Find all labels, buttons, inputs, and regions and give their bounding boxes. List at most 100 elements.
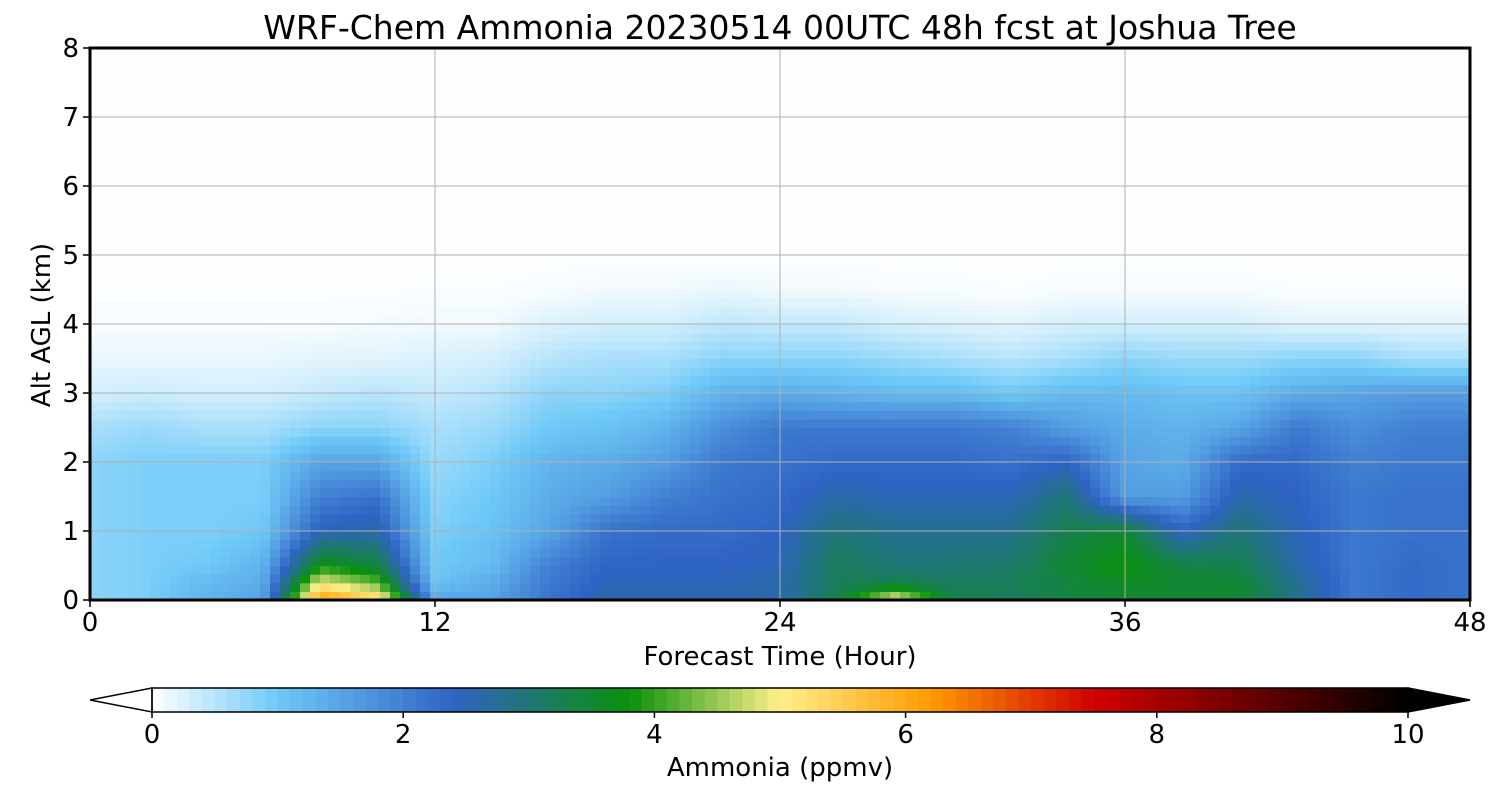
- heat-cell: [390, 401, 401, 411]
- heat-cell: [830, 470, 841, 480]
- heat-cell: [200, 237, 211, 247]
- heat-cell: [360, 280, 371, 291]
- heat-cell: [320, 246, 331, 256]
- heat-cell: [860, 315, 871, 325]
- heat-cell: [750, 341, 761, 351]
- heat-cell: [850, 315, 861, 325]
- heat-cell: [310, 65, 321, 75]
- heat-cell: [200, 203, 211, 213]
- heat-cell: [260, 418, 271, 429]
- heat-cell: [310, 99, 321, 109]
- heat-cell: [460, 82, 471, 92]
- heat-cell: [860, 168, 871, 178]
- heat-cell: [350, 324, 361, 334]
- heat-cell: [800, 220, 811, 230]
- heat-cell: [500, 487, 511, 498]
- heat-cell: [700, 531, 711, 541]
- heat-cell: [270, 82, 281, 92]
- heat-cell: [520, 194, 531, 204]
- heat-cell: [410, 470, 421, 480]
- heat-cell: [120, 401, 131, 411]
- heat-cell: [290, 306, 301, 316]
- heat-cell: [160, 177, 171, 187]
- heat-cell: [460, 479, 471, 489]
- heat-cell: [140, 496, 151, 506]
- heat-cell: [340, 203, 351, 213]
- heat-cell: [200, 177, 211, 187]
- heat-cell: [790, 522, 801, 532]
- heat-cell: [690, 82, 701, 92]
- heat-cell: [830, 289, 841, 299]
- heat-cell: [200, 306, 211, 316]
- heat-cell: [760, 436, 771, 446]
- heat-cell: [350, 289, 361, 299]
- heat-cell: [420, 272, 431, 282]
- heat-cell: [590, 194, 601, 204]
- heat-cell: [620, 298, 631, 308]
- heat-cell: [820, 531, 831, 541]
- heat-cell: [420, 263, 431, 273]
- heat-cell: [550, 177, 561, 187]
- heat-cell: [760, 306, 771, 316]
- heat-cell: [740, 280, 751, 291]
- heat-cell: [300, 177, 311, 187]
- heat-cell: [750, 117, 761, 127]
- heat-cell: [550, 470, 561, 480]
- heat-cell: [480, 332, 491, 342]
- heat-cell: [420, 418, 431, 429]
- heat-cell: [700, 582, 711, 592]
- heat-cell: [240, 393, 251, 403]
- heat-cell: [590, 289, 601, 299]
- heat-cell: [300, 453, 311, 463]
- heat-cell: [210, 522, 221, 532]
- heat-cell: [710, 117, 721, 127]
- heat-cell: [710, 375, 721, 385]
- heat-cell: [340, 151, 351, 161]
- heat-cell: [790, 151, 801, 161]
- heat-cell: [330, 99, 341, 109]
- heat-cell: [120, 237, 131, 247]
- heat-cell: [830, 513, 841, 523]
- heat-cell: [540, 505, 551, 515]
- heat-cell: [470, 82, 481, 92]
- heat-cell: [650, 548, 661, 558]
- heat-cell: [180, 160, 191, 170]
- heat-cell: [90, 470, 101, 480]
- heat-cell: [810, 186, 821, 196]
- heat-cell: [550, 65, 561, 75]
- heat-cell: [520, 513, 531, 523]
- heat-cell: [420, 160, 431, 170]
- heat-cell: [380, 539, 391, 549]
- heat-cell: [190, 496, 201, 506]
- heat-cell: [600, 91, 611, 101]
- heat-cell: [410, 289, 421, 299]
- heat-cell: [790, 418, 801, 429]
- heat-cell: [630, 160, 641, 170]
- heat-cell: [580, 91, 591, 101]
- heat-cell: [330, 436, 341, 446]
- heat-cell: [840, 574, 851, 584]
- heat-cell: [510, 211, 521, 222]
- heat-cell: [740, 531, 751, 541]
- heat-cell: [540, 306, 551, 316]
- heat-cell: [760, 375, 771, 385]
- heat-cell: [680, 444, 691, 454]
- heat-cell: [780, 384, 791, 394]
- heat-cell: [630, 211, 641, 222]
- heat-cell: [640, 177, 651, 187]
- heat-cell: [640, 384, 651, 394]
- heat-cell: [820, 470, 831, 480]
- heat-cell: [500, 522, 511, 532]
- heat-cell: [100, 306, 111, 316]
- heat-cell: [520, 349, 531, 360]
- heat-cell: [550, 108, 561, 118]
- heat-cell: [510, 306, 521, 316]
- heat-cell: [780, 168, 791, 178]
- heat-cell: [500, 531, 511, 541]
- heat-cell: [330, 539, 341, 549]
- heat-cell: [550, 341, 561, 351]
- heat-cell: [330, 82, 341, 92]
- heat-cell: [580, 375, 591, 385]
- heat-cell: [750, 470, 761, 480]
- heat-cell: [810, 108, 821, 118]
